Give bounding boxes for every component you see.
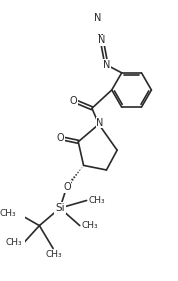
Text: N: N <box>98 35 106 46</box>
Text: O: O <box>56 133 64 143</box>
Text: CH₃: CH₃ <box>46 250 62 259</box>
Text: O: O <box>63 182 71 192</box>
Text: CH₃: CH₃ <box>6 238 23 247</box>
Text: N: N <box>96 118 104 128</box>
Text: O: O <box>70 96 77 106</box>
Text: N: N <box>103 60 110 70</box>
Text: CH₃: CH₃ <box>0 209 17 218</box>
Text: CH₃: CH₃ <box>88 196 105 205</box>
Text: CH₃: CH₃ <box>81 221 98 230</box>
Text: N: N <box>94 13 101 22</box>
Text: Si: Si <box>55 203 65 213</box>
